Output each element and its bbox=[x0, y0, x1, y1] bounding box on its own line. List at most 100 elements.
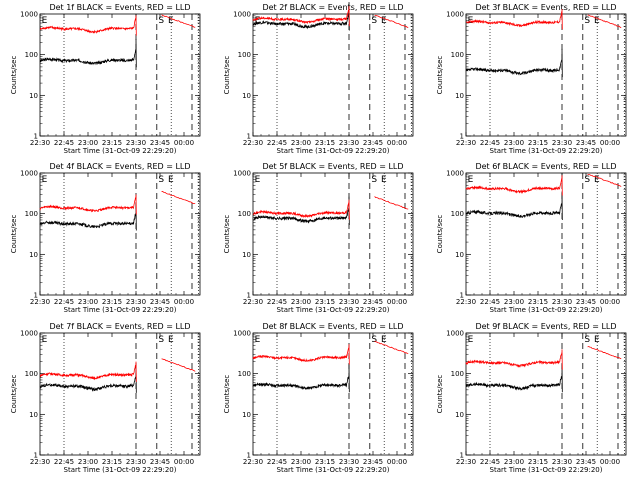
series-lld-line bbox=[39, 15, 137, 36]
event-marker-label: S bbox=[158, 335, 164, 345]
y-tick-label: 1000 bbox=[20, 11, 38, 19]
y-tick-label: 10 bbox=[455, 251, 464, 259]
event-marker-label: E bbox=[594, 335, 600, 345]
panel-title: Det 6f BLACK = Events, RED = LLD bbox=[475, 162, 616, 171]
event-marker-label: E bbox=[468, 175, 474, 185]
series-lld-line-late bbox=[374, 14, 409, 28]
series-events-line bbox=[252, 2, 350, 31]
y-axis-label: Counts/sec bbox=[436, 215, 444, 254]
x-tick-label: 00:00 bbox=[387, 458, 407, 466]
y-tick-label: 1000 bbox=[446, 170, 464, 178]
y-axis-label: Counts/sec bbox=[223, 56, 231, 95]
x-tick-label: 23:30 bbox=[552, 298, 572, 306]
x-tick-label: 00:00 bbox=[600, 139, 620, 147]
y-tick-label: 1000 bbox=[446, 330, 464, 338]
y-axis-label: Counts/sec bbox=[223, 375, 231, 414]
x-tick-label: 22:45 bbox=[480, 458, 500, 466]
x-tick-label: 00:00 bbox=[387, 298, 407, 306]
y-tick-label: 100 bbox=[238, 210, 251, 218]
panel-title: Det 8f BLACK = Events, RED = LLD bbox=[262, 322, 403, 331]
x-tick-label: 23:00 bbox=[504, 139, 524, 147]
y-tick-label: 1 bbox=[247, 452, 251, 460]
event-marker-label: E bbox=[255, 335, 261, 345]
event-marker-label: S bbox=[584, 175, 590, 185]
x-axis-label: Start Time (31-Oct-09 22:29:20) bbox=[64, 306, 177, 314]
x-tick-label: 23:15 bbox=[102, 139, 122, 147]
series-events-line bbox=[39, 364, 137, 393]
y-tick-label: 1000 bbox=[20, 330, 38, 338]
x-tick-label: 23:15 bbox=[528, 298, 548, 306]
y-tick-label: 100 bbox=[238, 51, 251, 59]
x-tick-label: 00:00 bbox=[600, 458, 620, 466]
y-tick-label: 10 bbox=[455, 92, 464, 100]
series-lld-line-late bbox=[161, 358, 196, 372]
event-marker-label: E bbox=[468, 335, 474, 345]
panel-title: Det 1f BLACK = Events, RED = LLD bbox=[49, 3, 190, 12]
x-tick-label: 22:30 bbox=[243, 298, 263, 306]
event-marker-label: E bbox=[42, 175, 48, 185]
x-tick-label: 22:30 bbox=[30, 458, 50, 466]
series-events-line bbox=[465, 48, 563, 78]
y-axis-label: Counts/sec bbox=[10, 375, 18, 414]
event-marker-label: E bbox=[381, 16, 387, 26]
y-axis-label: Counts/sec bbox=[436, 56, 444, 95]
x-tick-label: 00:00 bbox=[387, 139, 407, 147]
panel-title: Det 5f BLACK = Events, RED = LLD bbox=[262, 162, 403, 171]
y-tick-label: 1000 bbox=[446, 11, 464, 19]
x-tick-label: 23:45 bbox=[576, 298, 596, 306]
x-tick-label: 23:00 bbox=[504, 298, 524, 306]
event-marker-label: S bbox=[371, 16, 377, 26]
event-marker-label: E bbox=[381, 335, 387, 345]
event-marker-label: E bbox=[381, 175, 387, 185]
series-lld-line-late bbox=[587, 14, 622, 29]
x-tick-label: 00:00 bbox=[600, 298, 620, 306]
series-lld-line bbox=[252, 344, 350, 365]
event-marker-label: S bbox=[158, 175, 164, 185]
event-marker-label: S bbox=[584, 16, 590, 26]
series-events-line bbox=[465, 363, 563, 393]
series-lld-line-late bbox=[587, 346, 622, 360]
series-lld-line-late bbox=[161, 191, 196, 205]
x-tick-label: 23:30 bbox=[126, 139, 146, 147]
series-lld-line bbox=[465, 9, 563, 30]
x-tick-label: 22:30 bbox=[456, 298, 476, 306]
y-tick-label: 1000 bbox=[20, 170, 38, 178]
series-lld-line-late bbox=[161, 14, 196, 28]
y-tick-label: 10 bbox=[455, 411, 464, 419]
y-axis-label: Counts/sec bbox=[10, 215, 18, 254]
x-tick-label: 22:30 bbox=[30, 139, 50, 147]
x-tick-label: 23:30 bbox=[339, 139, 359, 147]
series-lld-line-late bbox=[587, 173, 622, 187]
x-tick-label: 23:15 bbox=[102, 298, 122, 306]
x-tick-label: 22:30 bbox=[243, 458, 263, 466]
y-tick-label: 1000 bbox=[233, 330, 251, 338]
panel-title: Det 9f BLACK = Events, RED = LLD bbox=[475, 322, 616, 331]
y-tick-label: 100 bbox=[451, 370, 464, 378]
y-tick-label: 1 bbox=[460, 133, 464, 141]
x-tick-label: 23:30 bbox=[339, 298, 359, 306]
y-tick-label: 10 bbox=[29, 92, 38, 100]
panel-title: Det 2f BLACK = Events, RED = LLD bbox=[262, 3, 403, 12]
x-tick-label: 23:00 bbox=[291, 139, 311, 147]
x-axis-label: Start Time (31-Oct-09 22:29:20) bbox=[277, 306, 390, 314]
x-tick-label: 23:00 bbox=[291, 458, 311, 466]
panel-title: Det 3f BLACK = Events, RED = LLD bbox=[475, 3, 616, 12]
event-marker-label: S bbox=[158, 16, 164, 26]
x-tick-label: 23:00 bbox=[78, 298, 98, 306]
event-marker-label: E bbox=[255, 16, 261, 26]
panel-title: Det 4f BLACK = Events, RED = LLD bbox=[49, 162, 190, 171]
x-tick-label: 23:00 bbox=[78, 458, 98, 466]
y-tick-label: 1 bbox=[247, 292, 251, 300]
series-lld-line-late bbox=[374, 340, 409, 354]
x-tick-label: 22:45 bbox=[54, 458, 74, 466]
event-marker-label: E bbox=[168, 175, 174, 185]
x-tick-label: 22:30 bbox=[456, 139, 476, 147]
x-axis-label: Start Time (31-Oct-09 22:29:20) bbox=[490, 466, 603, 474]
x-tick-label: 22:45 bbox=[480, 298, 500, 306]
y-tick-label: 10 bbox=[242, 411, 251, 419]
x-tick-label: 00:00 bbox=[174, 458, 194, 466]
y-axis-label: Counts/sec bbox=[10, 56, 18, 95]
x-tick-label: 23:30 bbox=[126, 298, 146, 306]
event-marker-label: E bbox=[594, 175, 600, 185]
y-tick-label: 100 bbox=[451, 210, 464, 218]
